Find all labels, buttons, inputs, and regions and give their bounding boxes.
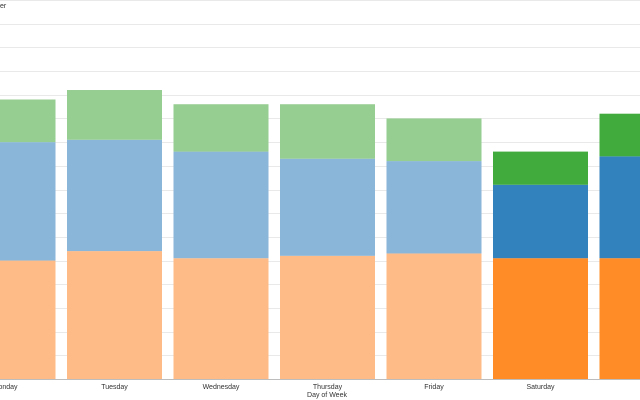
bar-sunday-middle (599, 156, 640, 259)
x-tick-label: Thursday (313, 384, 343, 391)
bar-wednesday-top (173, 104, 269, 152)
bar-friday-top (386, 118, 482, 162)
bars (0, 90, 640, 379)
bar-saturday-top (493, 151, 588, 185)
bar-friday-middle (386, 161, 482, 254)
bar-thursday-middle (280, 158, 375, 256)
bar-monday-middle (0, 142, 56, 261)
x-tick-label: Tuesday (101, 384, 128, 391)
x-axis-title: Day of Week (307, 392, 347, 399)
x-tick-label: Friday (424, 384, 444, 391)
bar-thursday-top (280, 104, 375, 159)
bar-wednesday-bottom (173, 258, 269, 379)
bar-friday-bottom (386, 253, 482, 379)
bar-tuesday-bottom (67, 251, 162, 379)
x-tick-label: Wednesday (203, 384, 240, 391)
bar-monday-top (0, 99, 56, 143)
bar-thursday-bottom (280, 255, 375, 379)
bar-sunday-bottom (599, 258, 640, 379)
bar-saturday-bottom (493, 258, 588, 379)
y-axis-title: er (0, 3, 7, 10)
bar-tuesday-top (67, 90, 162, 140)
x-tick-labels: onday Tuesday Wednesday Thursday Friday Satur… (0, 384, 555, 391)
bar-saturday-middle (493, 184, 588, 259)
bar-monday-bottom (0, 260, 56, 379)
x-tick-label: onday (0, 384, 18, 391)
bar-sunday-top (599, 113, 640, 157)
bar-tuesday-middle (67, 139, 162, 252)
x-tick-label: Saturday (526, 384, 555, 391)
bar-wednesday-middle (173, 151, 269, 259)
